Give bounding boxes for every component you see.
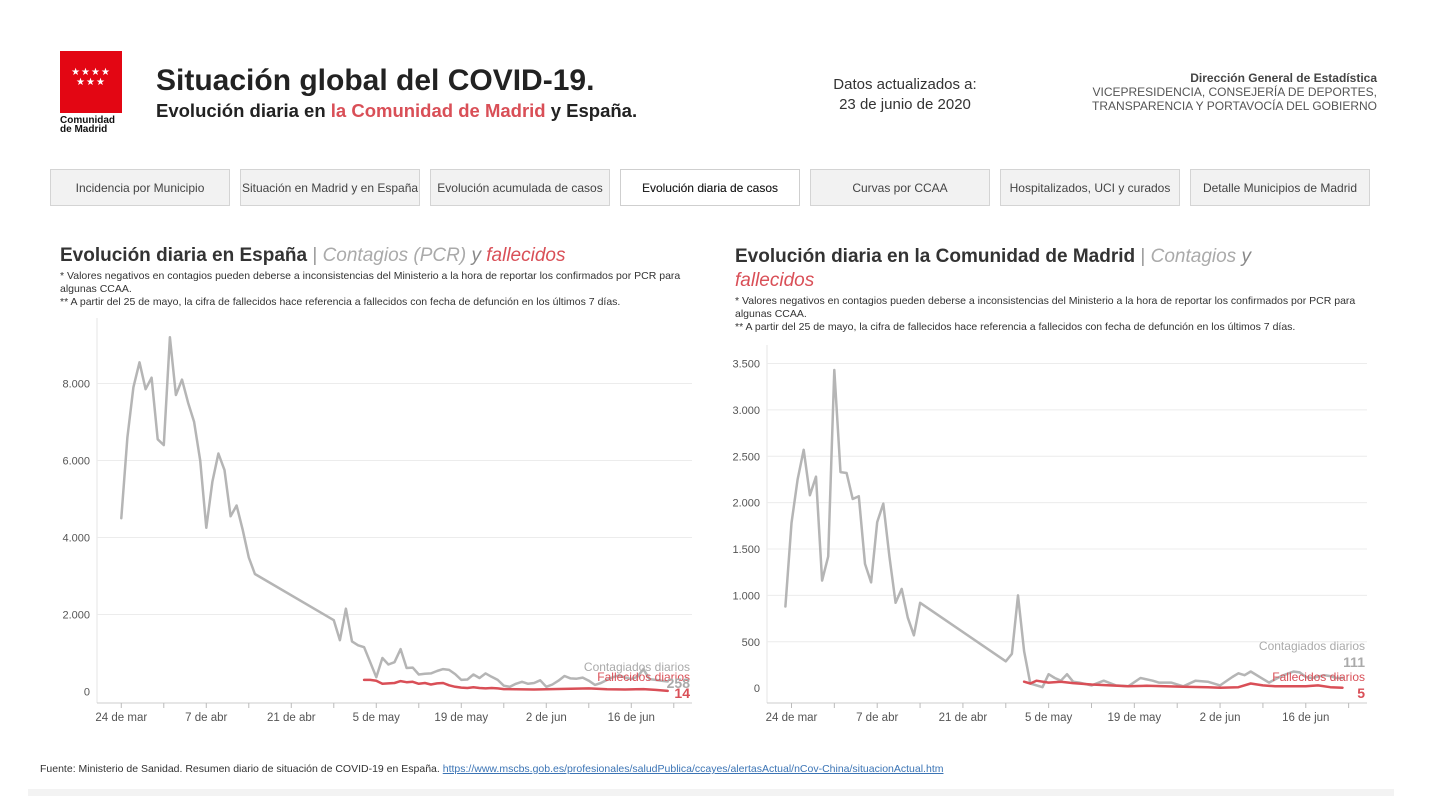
- madrid-chart-title: Evolución diaria en la Comunidad de Madr…: [735, 245, 1375, 293]
- spain-x-tick-label: 5 de may: [353, 712, 401, 724]
- madrid-contagios-last: 111: [1343, 654, 1365, 670]
- panel-spain: Evolución diaria en España | Contagios (…: [60, 244, 700, 309]
- spain-x-tick-label: 19 de may: [434, 712, 488, 724]
- title-separator: |: [307, 245, 323, 266]
- tab-label: Detalle Municipios de Madrid: [1202, 180, 1358, 195]
- spain-chart-title: Evolución diaria en España | Contagios (…: [60, 244, 700, 268]
- tab-label: Evolución diaria de casos: [641, 180, 779, 195]
- tab-bar: Incidencia por Municipio Situación en Ma…: [50, 169, 1380, 206]
- agency-line-2: VICEPRESIDENCIA, CONSEJERÍA DE DEPORTES,: [1092, 85, 1377, 99]
- agency-line-3: TRANSPARENCIA Y PORTAVOCÍA DEL GOBIERNO: [1092, 99, 1377, 113]
- spain-x-tick-label: 7 de abr: [185, 712, 227, 724]
- madrid-y-tick-label: 2.500: [732, 451, 760, 463]
- madrid-y-tick-label: 3.000: [732, 405, 760, 417]
- logo-name: Comunidad de Madrid: [60, 115, 115, 135]
- madrid-x-tick-label: 7 de abr: [856, 712, 898, 724]
- source-link[interactable]: https://www.mscbs.gob.es/profesionales/s…: [442, 763, 944, 775]
- madrid-y-tick-label: 3.500: [732, 359, 760, 371]
- spain-y-tick-label: 6.000: [62, 455, 90, 467]
- updated-label: Datos actualizados a:: [833, 76, 977, 93]
- madrid-x-tick-label: 24 de mar: [766, 712, 818, 724]
- tab-evolucion-diaria[interactable]: Evolución diaria de casos: [620, 169, 800, 206]
- subtitle-prefix: Evolución diaria en: [156, 100, 331, 121]
- tab-label: Hospitalizados, UCI y curados: [1009, 180, 1171, 195]
- page-title: Situación global del COVID-19.: [156, 64, 595, 97]
- madrid-contagios-label: Contagiados diarios: [1258, 639, 1365, 653]
- spain-contagios-label: Contagiados diarios: [583, 660, 690, 674]
- madrid-note-1: * Valores negativos en contagios pueden …: [735, 295, 1356, 320]
- madrid-x-tick-label: 2 de jun: [1200, 712, 1241, 724]
- madrid-x-tick-label: 21 de abr: [939, 712, 988, 724]
- spain-y-tick-label: 2.000: [62, 609, 90, 621]
- madrid-series-fallecidos-line: [1022, 679, 1344, 689]
- madrid-fallecidos-last: 5: [1357, 685, 1365, 701]
- tab-detalle-municipios[interactable]: Detalle Municipios de Madrid: [1190, 169, 1370, 206]
- title-main: Evolución diaria en España: [60, 245, 308, 266]
- spain-y-tick-label: 4.000: [62, 532, 90, 544]
- madrid-x-tick-label: 19 de may: [1107, 712, 1161, 724]
- agency-info: Dirección General de Estadística VICEPRE…: [1092, 71, 1377, 113]
- spain-contagios-last: 258: [666, 675, 690, 691]
- tab-incidencia-municipio[interactable]: Incidencia por Municipio: [50, 169, 230, 206]
- title-contagios: Contagios: [1150, 246, 1237, 267]
- tab-evolucion-acumulada[interactable]: Evolución acumulada de casos: [430, 169, 610, 206]
- tab-situacion-madrid-espana[interactable]: Situación en Madrid y en España: [240, 169, 420, 206]
- tab-label: Evolución acumulada de casos: [437, 180, 603, 195]
- title-separator: |: [1135, 246, 1151, 267]
- spain-note-2: ** A partir del 25 de mayo, la cifra de …: [60, 296, 621, 308]
- tab-curvas-ccaa[interactable]: Curvas por CCAA: [810, 169, 990, 206]
- spain-series-fallecidos-line: [362, 678, 669, 693]
- agency-name: Dirección General de Estadística: [1190, 71, 1377, 85]
- spain-y-tick-label: 8.000: [62, 378, 90, 390]
- title-fallecidos: fallecidos: [735, 270, 815, 291]
- flag-stars-icon: ★★★★ ★★★: [71, 67, 111, 88]
- madrid-y-tick-label: 500: [742, 637, 760, 649]
- spain-fallecidos-last: 14: [674, 685, 690, 701]
- title-y: y: [466, 245, 487, 266]
- source-text: Fuente: Ministerio de Sanidad. Resumen d…: [40, 763, 443, 775]
- title-main: Evolución diaria en la Comunidad de Madr…: [735, 246, 1136, 267]
- spain-fallecidos-label: Fallecidos diarios: [597, 670, 690, 684]
- page-subtitle: Evolución diaria en la Comunidad de Madr…: [156, 100, 637, 122]
- madrid-y-tick-label: 1.000: [732, 590, 760, 602]
- madrid-flag: ★★★★ ★★★: [60, 51, 122, 113]
- tab-hospitalizados[interactable]: Hospitalizados, UCI y curados: [1000, 169, 1180, 206]
- subtitle-suffix: y España.: [545, 100, 638, 121]
- tab-label: Situación en Madrid y en España: [241, 180, 419, 195]
- madrid-note-2: ** A partir del 25 de mayo, la cifra de …: [735, 321, 1296, 333]
- madrid-y-tick-label: 1.500: [732, 544, 760, 556]
- title-y: y: [1236, 246, 1251, 267]
- panel-madrid: Evolución diaria en la Comunidad de Madr…: [735, 245, 1375, 334]
- madrid-series-contagios-line: [784, 368, 1344, 689]
- subtitle-highlight: la Comunidad de Madrid: [330, 100, 546, 121]
- spain-x-tick-label: 16 de jun: [608, 712, 655, 724]
- title-fallecidos: fallecidos: [486, 245, 566, 266]
- spain-x-tick-label: 2 de jun: [526, 712, 567, 724]
- spain-x-tick-label: 24 de mar: [95, 712, 147, 724]
- madrid-fallecidos-label: Fallecidos diarios: [1272, 670, 1365, 684]
- comunidad-madrid-logo: ★★★★ ★★★ Comunidad de Madrid: [60, 51, 123, 136]
- bottom-toolbar: [28, 789, 1394, 796]
- source-footer: Fuente: Ministerio de Sanidad. Resumen d…: [40, 763, 943, 775]
- spain-x-tick-label: 21 de abr: [267, 712, 316, 724]
- spain-y-tick-label: 0: [84, 686, 90, 698]
- updated-info: Datos actualizados a: 23 de junio de 202…: [790, 75, 1020, 115]
- tab-label: Curvas por CCAA: [852, 180, 948, 195]
- tab-label: Incidencia por Municipio: [75, 180, 205, 195]
- title-contagios: Contagios (PCR): [322, 245, 467, 266]
- madrid-y-tick-label: 2.000: [732, 498, 760, 510]
- madrid-x-tick-label: 5 de may: [1025, 712, 1073, 724]
- madrid-x-tick-label: 16 de jun: [1282, 712, 1329, 724]
- spain-series-contagios-line: [120, 336, 669, 689]
- madrid-y-tick-label: 0: [754, 683, 760, 695]
- spain-note-1: * Valores negativos en contagios pueden …: [60, 270, 681, 295]
- updated-date: 23 de junio de 2020: [839, 96, 971, 113]
